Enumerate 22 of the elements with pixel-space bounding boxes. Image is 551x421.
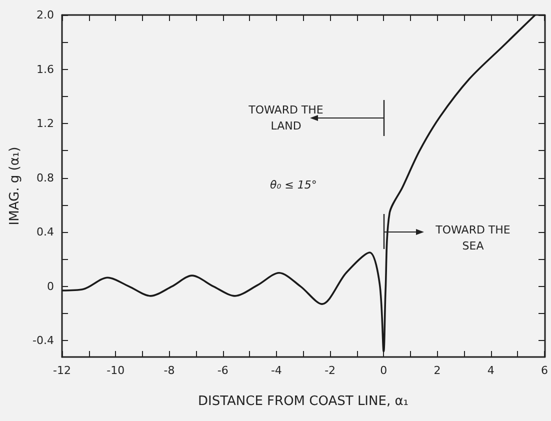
y-tick-label: 1.6: [36, 62, 54, 76]
x-tick-label: -12: [53, 364, 71, 377]
y-tick-label: 2.0: [36, 8, 54, 22]
x-tick-label: 0: [380, 364, 388, 377]
x-tick-label: -10: [106, 364, 125, 377]
x-tick-label: 6: [541, 364, 548, 377]
y-tick-label: 0.8: [36, 171, 54, 184]
annotation: TOWARD THE SEA: [434, 224, 510, 252]
x-tick-label: 2: [434, 364, 441, 377]
y-tick-label: 0.4: [36, 226, 54, 239]
x-axis-title: DISTANCE FROM COAST LINE, α₁: [198, 394, 409, 409]
y-axis-title: IMAG. g (α₁): [8, 146, 23, 226]
x-tick-label: -2: [324, 364, 336, 377]
annotation: θ₀ ≤ 15°: [270, 178, 317, 192]
y-tick-label: 0: [47, 280, 54, 293]
y-tick-label: -0.4: [32, 334, 54, 348]
x-tick-label: -4: [270, 364, 282, 377]
x-tick-label: -6: [217, 364, 228, 377]
y-tick-label: 1.2: [36, 117, 54, 130]
annotation: TOWARD THE LAND: [248, 104, 324, 132]
x-tick-label: -8: [164, 364, 175, 377]
x-tick-label: 4: [487, 364, 494, 377]
